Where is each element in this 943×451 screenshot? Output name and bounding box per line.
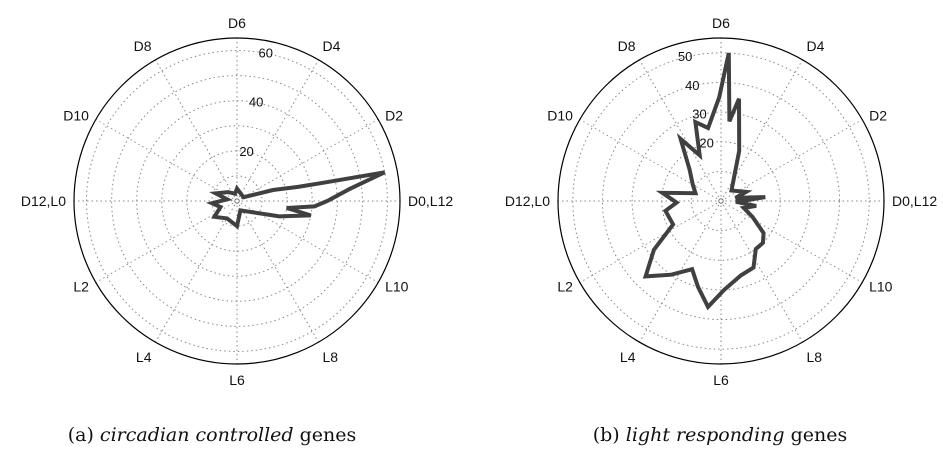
center-point <box>234 198 240 204</box>
angle-tick-label: D10 <box>547 108 573 124</box>
angle-tick-label: L6 <box>229 372 245 388</box>
data-series-line <box>642 52 766 311</box>
grid-ring <box>572 52 870 350</box>
angle-tick-label: D12,L0 <box>505 193 550 209</box>
grid-ring <box>111 75 363 327</box>
angle-tick-label: L6 <box>713 372 729 388</box>
angle-tick-label: D2 <box>869 108 887 124</box>
grid-spoke <box>720 200 863 283</box>
angle-tick-label: D8 <box>134 38 152 54</box>
grid-spoke <box>95 119 238 202</box>
angle-tick-label: L10 <box>869 279 893 295</box>
radial-tick-label: 60 <box>258 45 272 60</box>
angle-tick-label: D6 <box>712 15 730 31</box>
angle-tick-label: D4 <box>807 38 825 54</box>
polar-chart-light: D0,L12 D2 D4 D6 D8 D10 D12,L0 L2 L4 L6 L8 L10 20 30 40… <box>505 15 938 388</box>
angle-tick-label: D8 <box>618 38 636 54</box>
radial-tick-label: 20 <box>699 135 713 150</box>
angle-tick-label: D4 <box>323 38 341 54</box>
grid-spoke <box>236 119 379 202</box>
center-point <box>718 198 724 204</box>
radial-tick-label: 40 <box>249 95 263 110</box>
grid-ring <box>86 50 388 352</box>
radial-tick-label: 30 <box>692 107 706 122</box>
angle-tick-label: D0,L12 <box>892 193 937 209</box>
radial-tick-label: 50 <box>678 49 692 64</box>
radial-tick-label: 20 <box>239 144 253 159</box>
angle-tick-label: D2 <box>385 108 403 124</box>
grid-spoke <box>155 200 238 343</box>
grid-ring <box>631 111 811 291</box>
caption-b: (b) light responding genes <box>593 424 848 446</box>
grid-spoke <box>579 119 722 202</box>
grid-spoke <box>155 59 238 202</box>
angle-tick-label: L2 <box>557 279 573 295</box>
angle-tick-label: L4 <box>620 349 636 365</box>
angle-tick-label: L8 <box>807 349 823 365</box>
outer-circle <box>557 37 885 365</box>
polar-chart-circadian: D0,L12 D2 D4 D6 D8 D10 D12,L0 L2 L4 L6 L8 L10 20 40 60 <box>21 15 454 388</box>
grid-ring <box>161 125 313 277</box>
angle-tick-label: D12,L0 <box>21 193 66 209</box>
caption-a: (a) circadian controlled genes <box>68 424 357 446</box>
grid-spoke <box>236 200 319 343</box>
angle-tick-label: D0,L12 <box>408 193 453 209</box>
angle-tick-label: L8 <box>323 349 339 365</box>
grid-ring <box>211 175 263 227</box>
grid-spoke <box>639 59 722 202</box>
grid-spoke <box>236 59 319 202</box>
angle-tick-label: D10 <box>63 108 89 124</box>
data-series-line <box>205 170 386 230</box>
radial-tick-label: 40 <box>685 78 699 93</box>
angle-tick-label: L10 <box>385 279 409 295</box>
angle-tick-label: L4 <box>136 349 152 365</box>
angle-tick-label: L2 <box>73 279 89 295</box>
grid-spoke <box>720 119 863 202</box>
angle-tick-label: D6 <box>228 15 246 31</box>
grid-spoke <box>579 200 722 283</box>
grid-spoke <box>720 200 803 343</box>
outer-circle <box>73 37 401 365</box>
